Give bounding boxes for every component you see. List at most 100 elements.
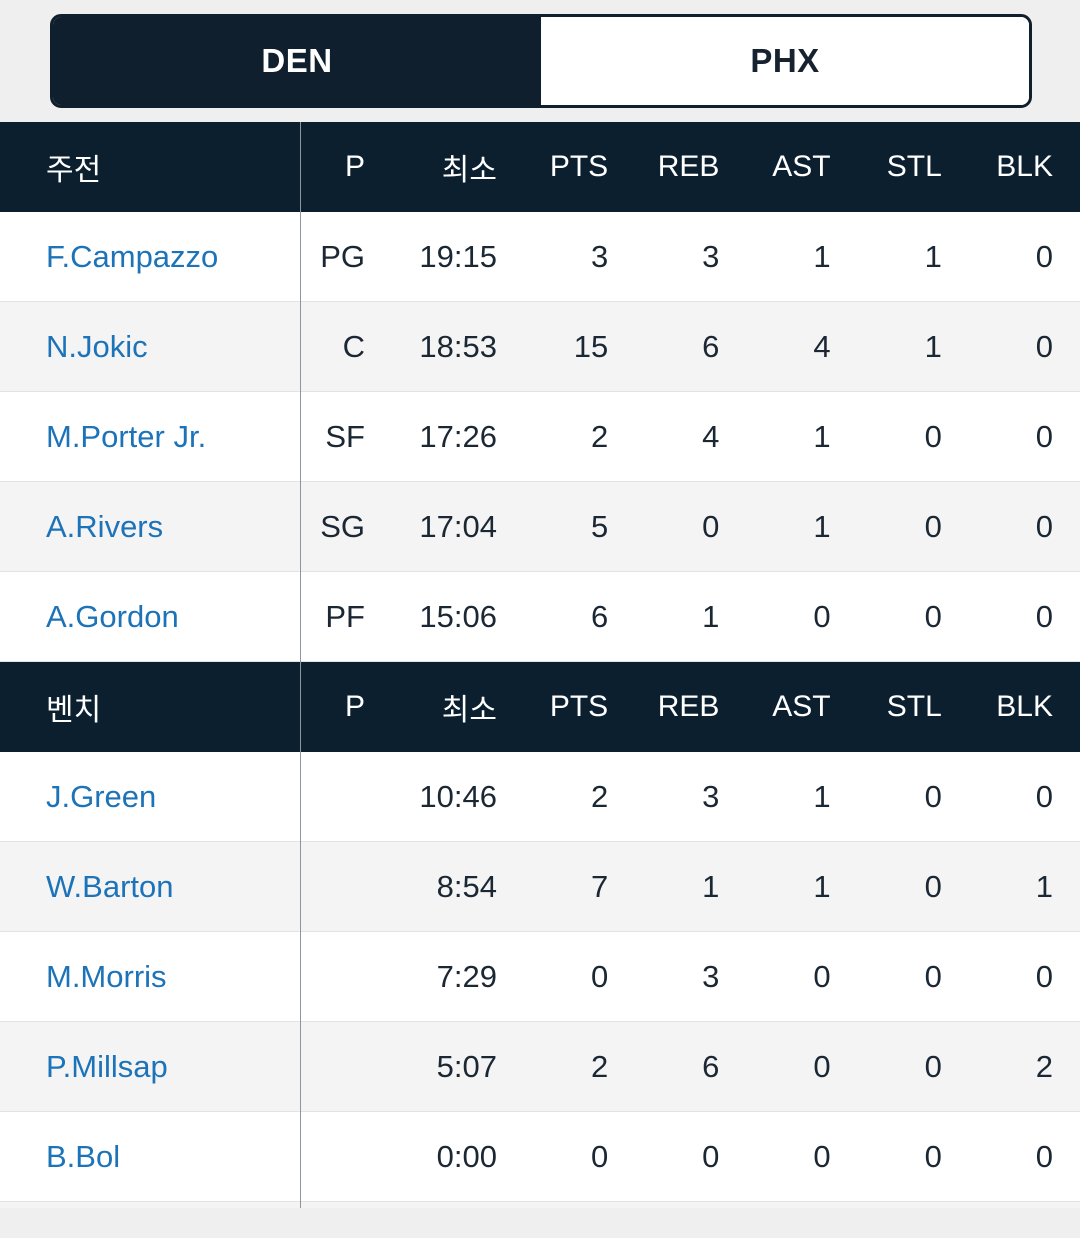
- player-name-link[interactable]: M.Porter Jr.: [46, 418, 207, 454]
- cell-rebounds: 1: [702, 598, 720, 634]
- table-row[interactable]: M.Porter Jr. SF 17:26 2 4 1 0 0: [0, 392, 1080, 482]
- table-row[interactable]: M.Morris 7:29 0 3 0 0 0: [0, 932, 1080, 1022]
- cell-assists: 1: [813, 508, 831, 544]
- next-row-clipped: [0, 1202, 1080, 1208]
- cell-points: 6: [590, 598, 609, 634]
- cell-blocks: 0: [1035, 958, 1054, 994]
- table-row[interactable]: N.Jokic C 18:53 15 6 4 1 0: [0, 302, 1080, 392]
- team-tab-bar-container: DEN PHX: [0, 0, 1080, 122]
- cell-blocks: 0: [1035, 778, 1054, 814]
- cell-blocks: 0: [1035, 238, 1054, 274]
- cell-points: 0: [590, 958, 609, 994]
- player-name-link[interactable]: J.Green: [46, 778, 157, 814]
- bench-header-label: 벤치: [46, 694, 102, 727]
- cell-steals: 1: [924, 328, 942, 364]
- player-name-link[interactable]: B.Bol: [46, 1138, 121, 1174]
- cell-blocks: 0: [1035, 418, 1054, 454]
- tab-den[interactable]: DEN: [53, 17, 541, 105]
- cell-rebounds: 3: [702, 778, 720, 814]
- cell-rebounds: 0: [702, 508, 720, 544]
- player-name-link[interactable]: M.Morris: [46, 958, 167, 994]
- cell-rebounds: 3: [702, 238, 720, 274]
- column-header-assists: AST: [772, 690, 831, 723]
- player-name-link[interactable]: F.Campazzo: [46, 238, 219, 274]
- cell-blocks: 0: [1035, 598, 1054, 634]
- cell-rebounds: 4: [702, 418, 720, 454]
- player-name-link[interactable]: A.Gordon: [46, 598, 179, 634]
- cell-minutes: 15:06: [419, 598, 497, 634]
- cell-steals: 0: [924, 868, 942, 904]
- cell-rebounds: 6: [702, 1048, 720, 1084]
- column-header-steals: STL: [886, 690, 942, 723]
- cell-assists: 1: [813, 868, 831, 904]
- cell-points: 2: [590, 418, 609, 454]
- cell-blocks: 0: [1035, 1138, 1054, 1174]
- team-tab-bar: DEN PHX: [50, 14, 1032, 108]
- cell-assists: 1: [813, 418, 831, 454]
- column-header-rebounds: REB: [657, 690, 720, 723]
- cell-assists: 0: [813, 1048, 831, 1084]
- player-name-link[interactable]: P.Millsap: [46, 1048, 168, 1084]
- starters-header-row: 주전 P 최소 PTS REB AST STL BLK: [0, 122, 1080, 212]
- bench-header-row: 벤치 P 최소 PTS REB AST STL BLK: [0, 662, 1080, 752]
- cell-position: PF: [325, 598, 365, 634]
- cell-assists: 1: [813, 778, 831, 814]
- table-row[interactable]: J.Green 10:46 2 3 1 0 0: [0, 752, 1080, 842]
- column-header-minutes: 최소: [441, 154, 497, 187]
- cell-minutes: 17:04: [419, 508, 497, 544]
- cell-points: 7: [590, 868, 609, 904]
- cell-points: 0: [590, 1138, 609, 1174]
- cell-position: SF: [325, 418, 365, 454]
- column-header-assists: AST: [772, 150, 831, 183]
- tab-phx[interactable]: PHX: [541, 17, 1029, 105]
- cell-steals: 0: [924, 1048, 942, 1084]
- cell-minutes: 17:26: [419, 418, 497, 454]
- cell-blocks: 1: [1035, 868, 1054, 904]
- tab-den-label: DEN: [261, 42, 333, 79]
- cell-steals: 0: [924, 1138, 942, 1174]
- cell-points: 5: [590, 508, 609, 544]
- player-name-link[interactable]: N.Jokic: [46, 328, 148, 364]
- cell-minutes: 7:29: [436, 958, 497, 994]
- column-header-points: PTS: [549, 150, 609, 183]
- cell-rebounds: 6: [702, 328, 720, 364]
- cell-position: SG: [320, 508, 365, 544]
- cell-points: 2: [590, 778, 609, 814]
- cell-steals: 0: [924, 598, 942, 634]
- column-header-rebounds: REB: [657, 150, 720, 183]
- table-row[interactable]: P.Millsap 5:07 2 6 0 0 2: [0, 1022, 1080, 1112]
- cell-assists: 0: [813, 598, 831, 634]
- cell-minutes: 0:00: [436, 1138, 497, 1174]
- cell-rebounds: 1: [702, 868, 720, 904]
- cell-minutes: 10:46: [419, 778, 497, 814]
- table-row[interactable]: W.Barton 8:54 7 1 1 0 1: [0, 842, 1080, 932]
- cell-points: 2: [590, 1048, 609, 1084]
- cell-position: PG: [320, 238, 365, 274]
- column-header-position: P: [344, 150, 365, 183]
- starters-header-label: 주전: [46, 154, 102, 187]
- column-header-blocks: BLK: [996, 150, 1054, 183]
- cell-rebounds: 3: [702, 958, 720, 994]
- table-row[interactable]: B.Bol 0:00 0 0 0 0 0: [0, 1112, 1080, 1202]
- player-name-link[interactable]: W.Barton: [46, 868, 174, 904]
- cell-minutes: 19:15: [419, 238, 497, 274]
- player-name-link[interactable]: A.Rivers: [46, 508, 164, 544]
- table-row[interactable]: A.Rivers SG 17:04 5 0 1 0 0: [0, 482, 1080, 572]
- cell-position: C: [342, 328, 365, 364]
- cell-points: 15: [573, 328, 609, 364]
- cell-steals: 0: [924, 778, 942, 814]
- cell-steals: 0: [924, 508, 942, 544]
- cell-assists: 0: [813, 958, 831, 994]
- tab-phx-label: PHX: [750, 42, 820, 79]
- cell-steals: 0: [924, 958, 942, 994]
- table-row[interactable]: F.Campazzo PG 19:15 3 3 1 1 0: [0, 212, 1080, 302]
- cell-blocks: 0: [1035, 328, 1054, 364]
- cell-steals: 1: [924, 238, 942, 274]
- column-header-points: PTS: [549, 690, 609, 723]
- box-score-table: 주전 P 최소 PTS REB AST STL BLK F.Campazzo P…: [0, 122, 1080, 1208]
- cell-assists: 0: [813, 1138, 831, 1174]
- cell-minutes: 5:07: [436, 1048, 497, 1084]
- column-header-steals: STL: [886, 150, 942, 183]
- table-row[interactable]: A.Gordon PF 15:06 6 1 0 0 0: [0, 572, 1080, 662]
- cell-rebounds: 0: [702, 1138, 720, 1174]
